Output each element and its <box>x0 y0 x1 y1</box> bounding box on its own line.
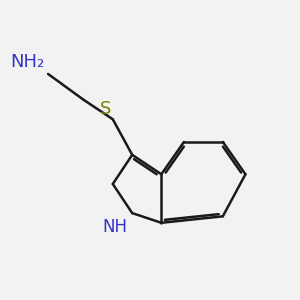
Text: NH: NH <box>102 218 128 236</box>
Text: NH₂: NH₂ <box>11 53 45 71</box>
Text: S: S <box>100 100 111 118</box>
